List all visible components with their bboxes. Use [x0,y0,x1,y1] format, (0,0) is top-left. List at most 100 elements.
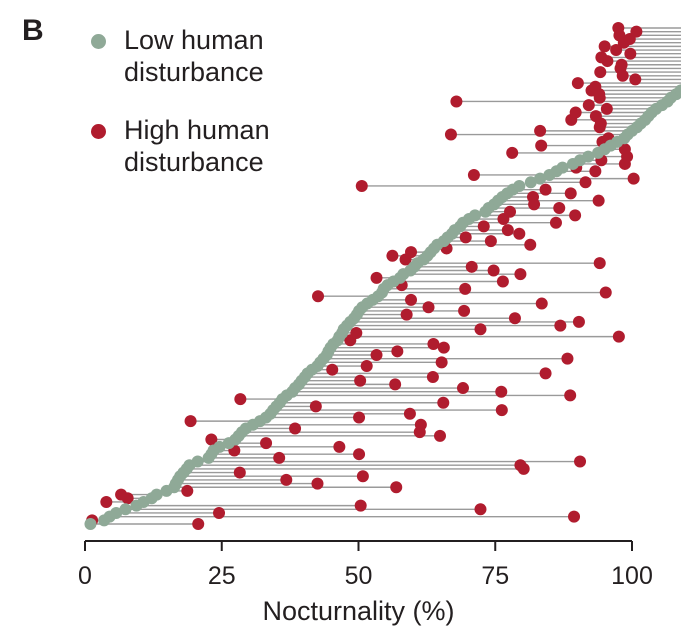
high-disturbance-point [571,77,584,90]
low-disturbance-point [524,176,537,189]
high-disturbance-point [390,481,403,494]
high-disturbance-point [311,477,324,490]
high-disturbance-point [554,319,567,332]
high-disturbance-point [354,374,367,387]
low-disturbance-point [582,150,595,163]
high-disturbance-point [487,264,500,277]
x-axis: 0 25 50 75 100 Nocturnality (%) [78,540,653,626]
high-disturbance-point [610,44,623,57]
legend-marker-low [91,34,106,49]
high-disturbance-point [474,323,487,336]
high-disturbance-point [612,22,625,34]
high-disturbance-point [353,411,366,424]
high-disturbance-point [405,293,418,306]
high-disturbance-point [615,58,628,71]
high-disturbance-point [627,172,640,185]
low-disturbance-point [191,455,204,468]
high-disturbance-point [574,455,587,468]
high-disturbance-point [458,304,471,317]
high-disturbance-point [514,459,527,472]
low-disturbance-point [110,506,123,519]
high-disturbance-point [465,260,478,273]
high-disturbance-point [459,282,472,295]
high-disturbance-point [582,99,595,112]
high-disturbance-point [312,290,325,303]
high-disturbance-point [181,484,194,497]
high-disturbance-point [501,224,514,237]
high-disturbance-point [539,367,552,380]
high-disturbance-point [353,448,366,461]
high-disturbance-point [400,308,413,321]
high-disturbance-point [484,235,497,248]
high-disturbance-point [213,506,226,519]
x-tick-label: 0 [78,562,92,590]
high-disturbance-point [414,418,427,431]
high-disturbance-point [569,106,582,119]
high-disturbance-point [115,488,128,501]
high-disturbance-point [326,363,339,376]
high-disturbance-point [496,275,509,288]
high-disturbance-point [370,348,383,361]
legend: Low human disturbance High human disturb… [86,24,354,204]
high-disturbance-point [355,179,368,192]
high-disturbance-point [535,139,548,152]
high-disturbance-point [467,168,480,181]
high-disturbance-point [599,286,612,299]
legend-label-high: High human disturbance [124,115,270,177]
high-disturbance-point [234,393,247,406]
high-disturbance-point [205,433,218,446]
high-disturbance-point [589,165,602,178]
low-disturbance-point [513,179,526,192]
high-disturbance-point [624,47,637,60]
high-disturbance-point [598,40,611,53]
high-disturbance-point [594,66,607,79]
high-disturbance-point [450,95,463,108]
high-disturbance-point [504,205,517,218]
high-disturbance-point [403,407,416,420]
high-disturbance-point [569,209,582,222]
high-disturbance-point [405,246,418,259]
high-disturbance-point [579,176,592,189]
high-disturbance-point [437,341,450,354]
low-disturbance-point [556,161,569,174]
high-disturbance-point [386,249,399,262]
x-tick-label: 50 [345,562,373,590]
low-disturbance-point [119,503,132,516]
high-disturbance-point [524,238,537,251]
high-disturbance-point [592,194,605,207]
connector-lines [90,27,681,525]
high-disturbance-point [589,80,602,93]
high-disturbance-point [564,187,577,200]
high-disturbance-point [612,330,625,343]
high-disturbance-point [356,470,369,483]
high-disturbance-point [477,220,490,233]
x-tick-label: 25 [208,562,236,590]
legend-item-high: High human disturbance [86,114,354,178]
low-disturbance-point [84,518,97,530]
high-disturbance-point [280,473,293,486]
high-disturbance-point [422,301,435,314]
high-disturbance-point [100,495,113,508]
high-disturbance-points [86,22,643,530]
high-disturbance-point [572,315,585,328]
high-disturbance-point [549,216,562,229]
high-disturbance-point [333,440,346,453]
high-disturbance-point [437,396,450,409]
high-disturbance-point [184,415,197,428]
high-disturbance-point [233,466,246,479]
legend-marker-high [91,124,106,139]
high-disturbance-point [495,404,508,417]
x-tick-label: 75 [481,562,509,590]
high-disturbance-point [600,102,613,115]
high-disturbance-point [360,360,373,373]
high-disturbance-point [370,271,383,284]
high-disturbance-point [514,268,527,281]
high-disturbance-point [427,337,440,350]
high-disturbance-point [593,257,606,270]
high-disturbance-point [595,51,608,64]
high-disturbance-point [539,183,552,196]
high-disturbance-point [192,518,205,530]
high-disturbance-point [564,389,577,402]
high-disturbance-point [561,352,574,365]
